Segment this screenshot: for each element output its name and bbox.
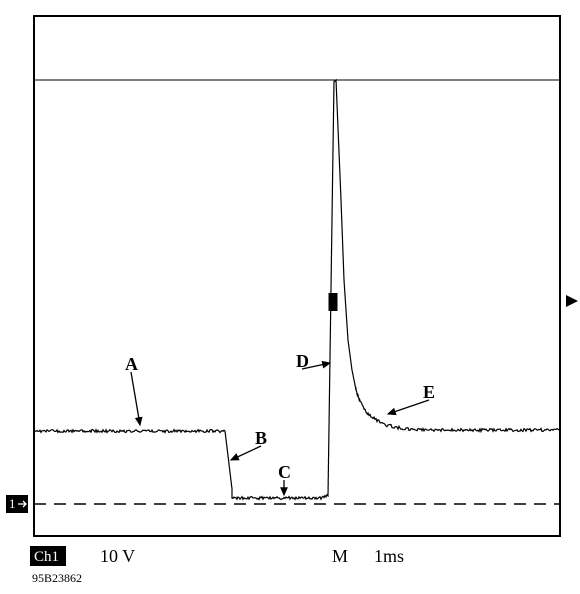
annotation-label-E: E [423, 382, 435, 402]
annotation-label-C: C [278, 462, 291, 482]
time-per-div: 1ms [374, 546, 404, 566]
plot-border [34, 16, 560, 536]
m-label: M [332, 546, 348, 566]
channel-label: Ch1 [34, 549, 59, 565]
volts-per-div: 10 V [100, 546, 135, 566]
ch-ground-indicator-text: 1 [9, 496, 16, 511]
scope-plot: ABCDE1Ch110 VM1ms95B23862 [0, 0, 580, 594]
trigger-marker [329, 293, 338, 311]
annotation-label-B: B [255, 428, 267, 448]
oscilloscope-capture: ABCDE1Ch110 VM1ms95B23862 [0, 0, 580, 594]
right-edge-arrow-icon [566, 295, 578, 307]
footer-id: 95B23862 [32, 571, 82, 585]
annotation-label-A: A [125, 354, 138, 374]
